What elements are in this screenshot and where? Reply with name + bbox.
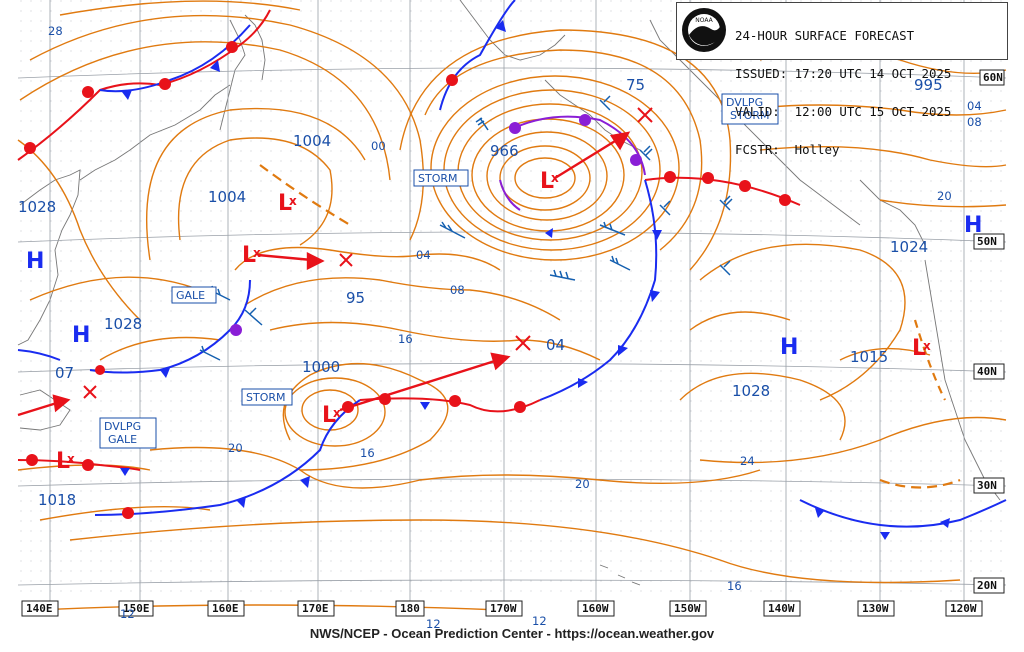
valid-time: VALID: 12:00 UTC 15 OCT 2025 <box>735 103 952 119</box>
warning-boxes: STORM GALE STORM DVLPG GALE DVLPG STORM <box>99 93 779 449</box>
warning-storm: STORM <box>418 172 458 185</box>
center-labels: 1004 1004 1028 95 1028 07 1000 04 1018 1… <box>18 76 943 509</box>
warning-gale: GALE <box>176 289 205 302</box>
warning-storm: STORM <box>246 391 286 404</box>
lon-label: 180 <box>400 602 420 615</box>
svg-text:L: L <box>242 243 256 268</box>
svg-text:L: L <box>56 449 70 474</box>
isobar-label: 16 <box>398 332 413 346</box>
forecast-header: NOAA 24-HOUR SURFACE FORECAST ISSUED: 17… <box>676 2 1008 155</box>
svg-text:x: x <box>333 406 341 420</box>
low-symbols: Lx Lx Lx Lx Lx Lx <box>56 169 931 474</box>
lat-label: 40N <box>977 365 997 378</box>
forecaster: FCSTR: Holley <box>735 141 840 157</box>
svg-text:x: x <box>551 171 559 185</box>
center-label: 95 <box>346 289 365 307</box>
center-label: 995 <box>914 76 943 94</box>
center-label: 1015 <box>850 348 888 366</box>
center-label: 07 <box>55 364 74 382</box>
center-label: 75 <box>626 76 645 94</box>
lon-label: 160W <box>582 602 609 615</box>
isobar-label: 08 <box>967 115 982 129</box>
svg-text:L: L <box>278 191 292 216</box>
svg-text:H: H <box>26 249 44 274</box>
lon-label: 130W <box>862 602 889 615</box>
center-label: 1018 <box>38 491 76 509</box>
credit-line: NWS/NCEP - Ocean Prediction Center - htt… <box>309 626 715 641</box>
lat-label: 20N <box>977 579 997 592</box>
svg-text:x: x <box>289 194 297 208</box>
center-label: 1028 <box>732 382 770 400</box>
isobar-label: 16 <box>727 579 742 593</box>
lon-label: 170W <box>490 602 517 615</box>
issued-time: ISSUED: 17:20 UTC 14 OCT 2025 <box>735 65 952 81</box>
svg-text:x: x <box>67 452 75 466</box>
svg-text:H: H <box>72 323 90 348</box>
svg-text:x: x <box>253 246 261 260</box>
lat-label: 50N <box>977 235 997 248</box>
lon-label: 160E <box>212 602 239 615</box>
isobar-label: 16 <box>360 446 375 460</box>
isobar-label: 08 <box>450 283 465 297</box>
lon-label: 150W <box>674 602 701 615</box>
center-label: 1024 <box>890 238 928 256</box>
lon-label: 140W <box>768 602 795 615</box>
forecast-positions <box>83 107 653 399</box>
isobar-label: 28 <box>48 24 63 38</box>
noaa-logo: NOAA <box>682 8 726 52</box>
center-label: 1004 <box>293 132 331 150</box>
isobar-label: 04 <box>967 99 982 113</box>
front-pips <box>24 20 950 540</box>
lat-label: 60N <box>983 71 1003 84</box>
isobar-label: 00 <box>371 139 386 153</box>
warning-dvlpg: DVLPG STORM <box>726 96 770 122</box>
lon-label: 150E <box>123 602 150 615</box>
storm-tracks <box>17 131 631 417</box>
forecast-title: 24-HOUR SURFACE FORECAST <box>735 28 915 44</box>
lon-axis: 140E 150E 160E 170E 180 170W 160W 150W 1… <box>21 600 983 617</box>
center-label: 1004 <box>208 188 246 206</box>
svg-text:x: x <box>923 339 931 353</box>
isobar-label: 12 <box>120 607 135 621</box>
svg-text:H: H <box>964 213 982 238</box>
center-label: 04 <box>546 336 565 354</box>
lat-lon-grid <box>17 0 1007 602</box>
center-label: 1000 <box>302 358 340 376</box>
isobar-label: 12 <box>426 617 441 631</box>
svg-text:L: L <box>540 169 554 194</box>
lat-label: 30N <box>977 479 997 492</box>
center-label: 1028 <box>104 315 142 333</box>
svg-text:L: L <box>912 336 926 361</box>
isobar-label: 20 <box>228 441 243 455</box>
lon-label: 140E <box>26 602 53 615</box>
isobar-label: 20 <box>937 189 952 203</box>
isobar-label: 04 <box>416 248 431 262</box>
lon-label: 170E <box>302 602 329 615</box>
center-label: 966 <box>490 142 519 160</box>
isobar-label: 12 <box>532 614 547 628</box>
isobar-labels: 28 00 04 08 16 16 20 20 24 16 12 12 04 0… <box>48 24 982 631</box>
center-label: 1028 <box>18 198 56 216</box>
lon-label: 120W <box>950 602 977 615</box>
lat-axis: 60N 50N 40N 30N 20N <box>973 69 1005 594</box>
isobar-label: 20 <box>575 477 590 491</box>
wind-barbs <box>199 95 733 361</box>
warning-dvlpg: DVLPG GALE <box>104 420 141 446</box>
svg-text:L: L <box>322 403 336 428</box>
svg-text:H: H <box>780 335 798 360</box>
isobar-label: 24 <box>740 454 755 468</box>
high-symbols: H H H H <box>26 213 982 360</box>
svg-text:NOAA: NOAA <box>695 17 713 24</box>
